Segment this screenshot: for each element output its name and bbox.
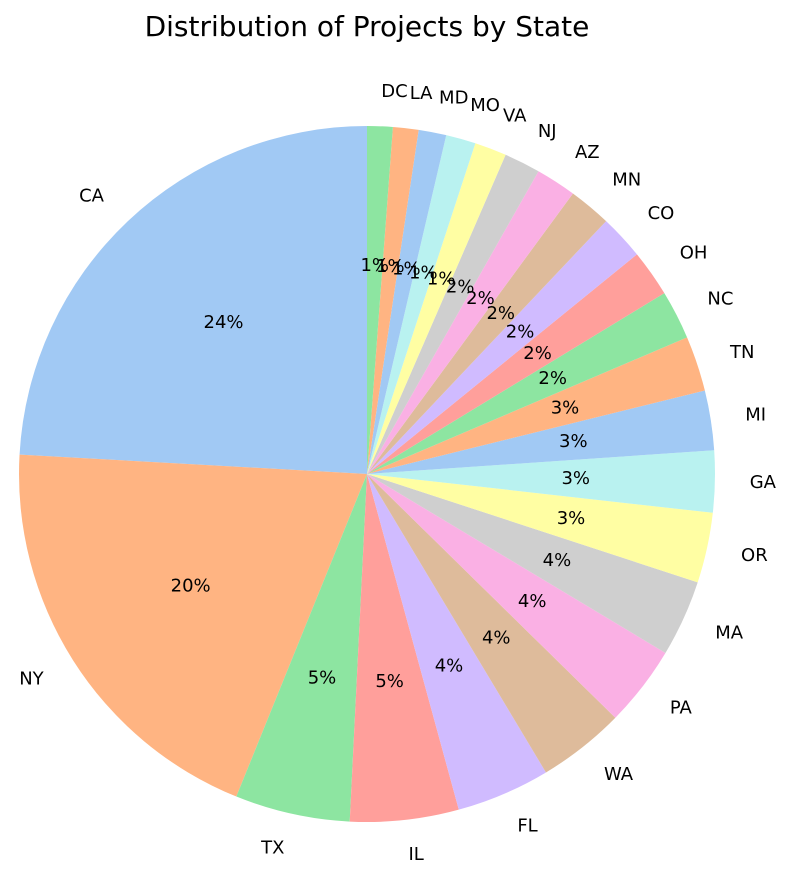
percent-label-or: 3%: [557, 508, 586, 529]
pie-slice-tn: [367, 337, 705, 474]
percent-label-ma: 4%: [543, 550, 572, 571]
category-label-pa: PA: [670, 698, 693, 719]
percent-label-nc: 2%: [538, 368, 567, 389]
pie-slice-az: [367, 171, 573, 474]
percent-label-az: 2%: [466, 288, 495, 309]
category-label-nj: NJ: [538, 121, 557, 142]
category-label-mo: MO: [470, 95, 500, 116]
percent-label-pa: 4%: [518, 591, 547, 612]
percent-label-mo: 1%: [409, 262, 438, 283]
pie-slice-oh: [367, 254, 665, 474]
category-label-oh: OH: [680, 243, 708, 264]
pie-slice-co: [367, 221, 637, 474]
pie-slice-fl: [367, 474, 546, 810]
pie-slice-nj: [367, 154, 539, 474]
pie-slice-dc: [367, 126, 393, 474]
category-label-il: IL: [409, 844, 424, 865]
category-label-md: MD: [439, 88, 468, 109]
percent-label-ca: 24%: [204, 312, 244, 333]
pie-slice-ma: [367, 474, 698, 653]
pie-slice-ca: [19, 126, 367, 474]
category-label-la: LA: [410, 83, 433, 104]
percent-label-dc: 1%: [360, 255, 389, 276]
percent-label-fl: 4%: [435, 656, 464, 677]
category-label-fl: FL: [517, 816, 537, 837]
pie-slice-mi: [367, 390, 715, 474]
pie-slice-mo: [367, 135, 476, 475]
pie-slice-wa: [367, 474, 616, 773]
chart-title: Distribution of Projects by State: [145, 10, 590, 43]
percent-label-il: 5%: [375, 671, 404, 692]
category-label-ma: MA: [715, 623, 744, 644]
pie-slice-tx: [236, 474, 367, 822]
percent-label-wa: 4%: [482, 627, 511, 648]
category-label-wa: WA: [604, 764, 634, 785]
percent-labels: 24%20%5% 5%4%4%4%4%3%3%3%3%2%2%2%2%2%2%1%…: [171, 255, 590, 692]
category-label-dc: DC: [381, 81, 407, 102]
pie-slice-va: [367, 143, 506, 474]
pie-slice-pa: [367, 474, 666, 718]
percent-label-va: 1%: [427, 268, 456, 289]
pie-slice-il: [349, 474, 459, 822]
percent-label-ga: 3%: [561, 468, 590, 489]
pie-slice-la: [367, 126, 419, 475]
percent-label-co: 2%: [506, 321, 535, 342]
category-label-mn: MN: [612, 170, 641, 191]
category-label-ca: CA: [79, 185, 105, 206]
category-label-ny: NY: [19, 668, 44, 689]
percent-label-oh: 2%: [523, 343, 552, 364]
pie-slice-or: [367, 474, 713, 583]
percent-label-mi: 3%: [559, 431, 588, 452]
category-label-mi: MI: [745, 404, 766, 425]
category-label-or: OR: [741, 545, 768, 566]
pie-slice-ny: [18, 454, 367, 797]
category-label-tx: TX: [260, 837, 284, 858]
category-label-ga: GA: [750, 472, 777, 493]
percent-label-ny: 20%: [171, 575, 211, 596]
pie-slice-mn: [367, 193, 607, 474]
pie-slice-ga: [367, 450, 715, 513]
percent-label-nj: 2%: [446, 277, 475, 298]
category-label-az: AZ: [575, 142, 600, 163]
pie-slices: [18, 126, 715, 822]
percent-label-tx: 5%: [308, 667, 337, 688]
percent-label-md: 1%: [392, 258, 421, 279]
percent-label-mn: 2%: [486, 303, 515, 324]
pie-slice-nc: [367, 293, 688, 474]
category-label-va: VA: [503, 106, 527, 127]
category-label-nc: NC: [707, 288, 733, 309]
pie-slice-md: [367, 129, 447, 474]
category-label-tn: TN: [729, 342, 754, 363]
category-label-co: CO: [648, 203, 675, 224]
percent-label-tn: 3%: [551, 397, 580, 418]
percent-label-la: 1%: [376, 256, 405, 277]
